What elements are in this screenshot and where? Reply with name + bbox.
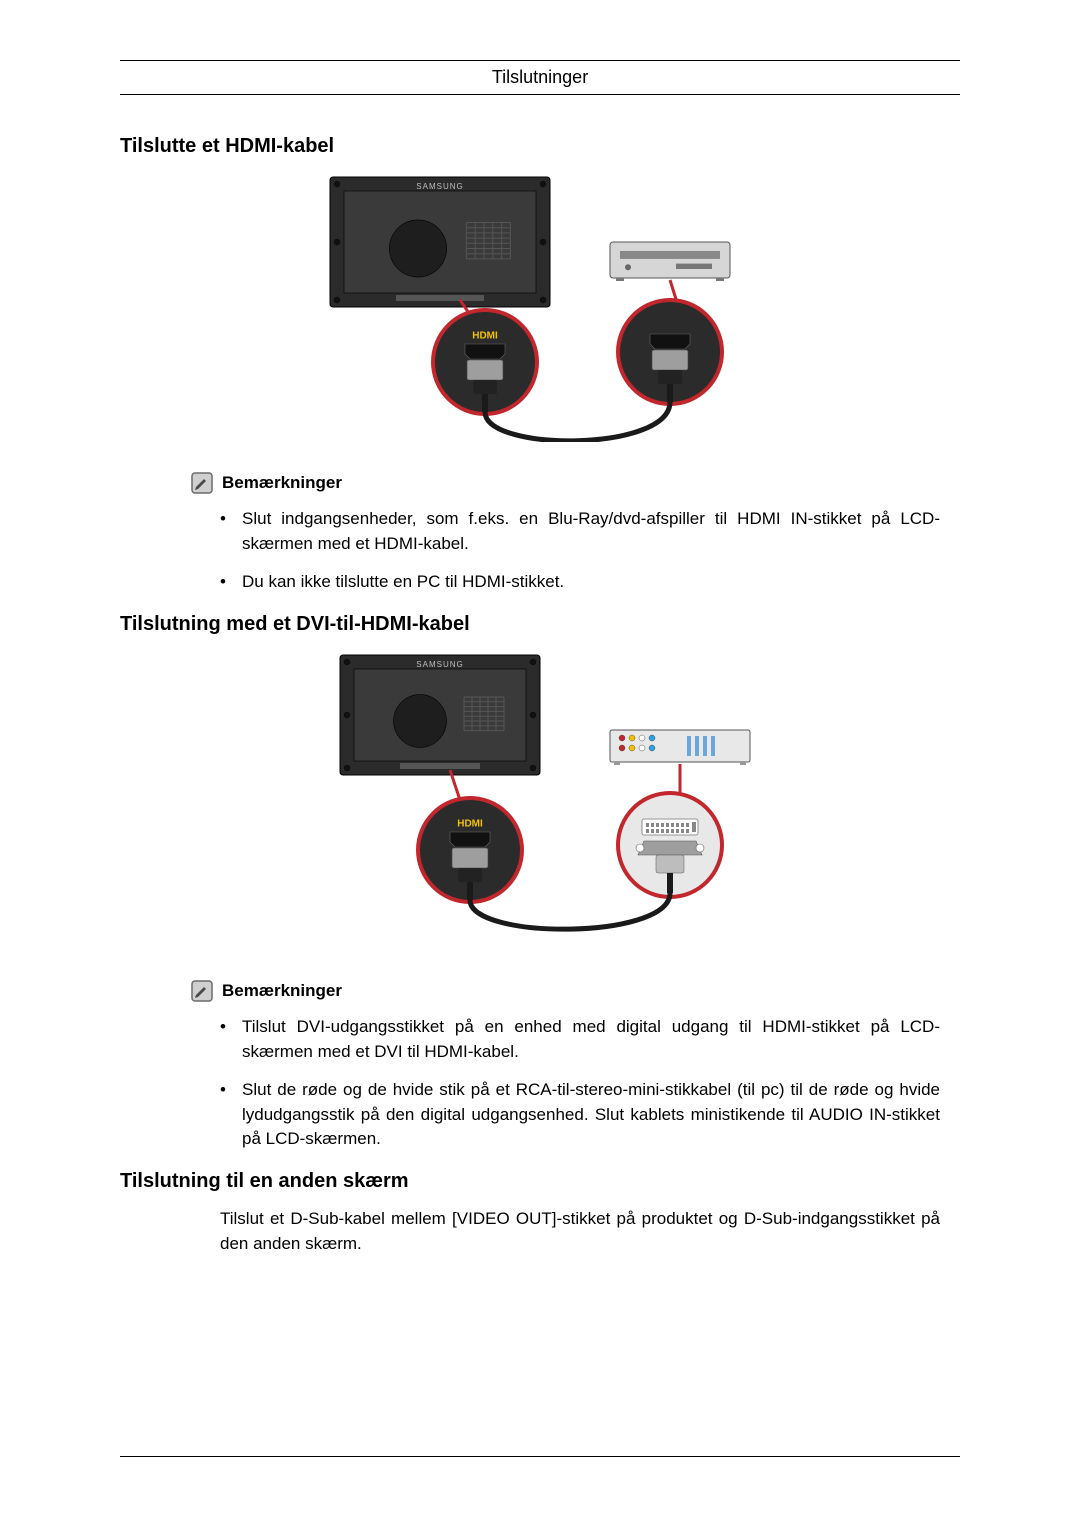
svg-text:HDMI: HDMI — [472, 331, 498, 342]
header-rule — [120, 94, 960, 95]
note-icon — [190, 471, 214, 495]
svg-text:SAMSUNG: SAMSUNG — [416, 660, 463, 669]
section-other-title: Tilslutning til en anden skærm — [120, 1170, 960, 1193]
svg-text:SAMSUNG: SAMSUNG — [416, 182, 463, 191]
note-label-hdmi: Bemærkninger — [222, 473, 342, 493]
page: Tilslutninger Tilslutte et HDMI-kabel SA… — [0, 0, 1080, 1527]
page-header-title: Tilslutninger — [120, 67, 960, 88]
connection-diagram-dvi: SAMSUNG HDMI — [310, 650, 770, 950]
figure-dvi: SAMSUNG HDMI — [120, 650, 960, 955]
bottom-rule — [120, 1456, 960, 1457]
figure-hdmi: SAMSUNG HDMI — [120, 172, 960, 447]
bullet-item: Slut de røde og de hvide stik på et RCA-… — [220, 1078, 940, 1152]
bullet-item: Du kan ikke tilslutte en PC til HDMI-sti… — [220, 570, 940, 595]
note-icon — [190, 979, 214, 1003]
section-hdmi-title: Tilslutte et HDMI-kabel — [120, 135, 960, 158]
connection-diagram-hdmi: SAMSUNG HDMI — [310, 172, 770, 442]
bullet-item: Tilslut DVI-udgangsstikket på en enhed m… — [220, 1015, 940, 1064]
bullets-dvi: Tilslut DVI-udgangsstikket på en enhed m… — [220, 1015, 960, 1152]
note-row-hdmi: Bemærkninger — [190, 471, 960, 495]
section-dvi-title: Tilslutning med et DVI-til-HDMI-kabel — [120, 613, 960, 636]
bullets-hdmi: Slut indgangsenheder, som f.eks. en Blu-… — [220, 507, 960, 595]
svg-text:HDMI: HDMI — [457, 819, 483, 830]
top-rule — [120, 60, 960, 61]
bullet-item: Slut indgangsenheder, som f.eks. en Blu-… — [220, 507, 940, 556]
note-label-dvi: Bemærkninger — [222, 981, 342, 1001]
other-screen-paragraph: Tilslut et D-Sub-kabel mellem [VIDEO OUT… — [220, 1207, 940, 1256]
note-row-dvi: Bemærkninger — [190, 979, 960, 1003]
